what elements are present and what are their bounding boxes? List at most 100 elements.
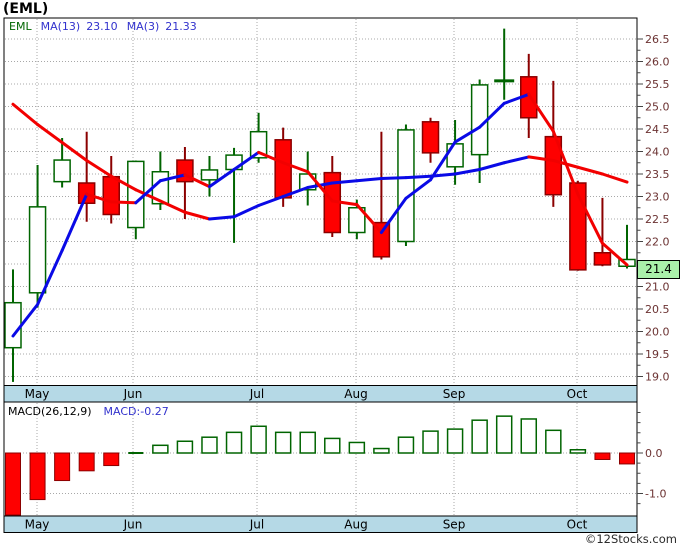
macd-bar-positive bbox=[569, 449, 587, 454]
ma3-line-segment bbox=[207, 168, 236, 189]
ma13-line-segment bbox=[478, 161, 506, 171]
macd-bar-positive bbox=[250, 425, 267, 454]
ma3-line-segment bbox=[429, 140, 457, 182]
ma13-line-segment bbox=[257, 195, 285, 207]
ma13-line-segment bbox=[404, 174, 433, 180]
candle-body bbox=[421, 121, 440, 154]
price-axis-label: 23.0 bbox=[645, 191, 670, 204]
ma3-line-segment bbox=[404, 178, 433, 200]
ma3-line-segment bbox=[257, 150, 285, 165]
macd-bar-positive bbox=[545, 429, 562, 454]
month-axis-band bbox=[3, 515, 638, 533]
macd-bar-positive bbox=[348, 441, 366, 454]
chart-legend: EML MA(13) 23.10 MA(3) 21.33 bbox=[9, 20, 206, 33]
ma13-line-segment bbox=[502, 155, 531, 165]
ma13-line-segment bbox=[36, 123, 64, 144]
candle-body bbox=[446, 143, 464, 168]
ma3-line-segment bbox=[330, 199, 359, 207]
ma3-line-segment bbox=[551, 129, 580, 196]
price-axis-label: 20.5 bbox=[645, 303, 670, 316]
macd-bar-positive bbox=[471, 419, 488, 454]
macd-bar-positive bbox=[373, 447, 390, 454]
candle-body bbox=[102, 175, 120, 216]
ma13-line-segment bbox=[281, 186, 310, 198]
ma3-line-segment bbox=[158, 173, 187, 183]
ma3-line-segment bbox=[379, 196, 408, 234]
macd-bar-positive bbox=[152, 444, 169, 454]
ma13-line-segment bbox=[85, 159, 113, 178]
price-axis-label: 19.5 bbox=[645, 348, 670, 361]
month-label: Jun bbox=[123, 387, 143, 401]
macd-bar-negative bbox=[5, 452, 21, 516]
ma13-line-segment bbox=[183, 210, 211, 221]
macd-bar-positive bbox=[225, 431, 243, 454]
ma13-line-segment bbox=[134, 188, 162, 203]
month-label: Jul bbox=[249, 517, 264, 531]
ma13-line-segment bbox=[60, 141, 89, 162]
candle-body bbox=[200, 169, 219, 181]
ma13-line-segment bbox=[379, 176, 408, 180]
price-axis-label: 24.5 bbox=[645, 123, 670, 136]
ma13-line-segment bbox=[158, 199, 187, 214]
macd-bar-negative bbox=[29, 452, 46, 501]
price-axis-label: 24.0 bbox=[645, 146, 670, 159]
price-axis-label: 21.0 bbox=[645, 281, 670, 294]
candle-body bbox=[53, 159, 71, 183]
macd-axis-label: -1.0 bbox=[645, 488, 666, 501]
month-label: Sep bbox=[443, 517, 466, 531]
candle-body bbox=[544, 135, 563, 196]
ma13-line-segment bbox=[232, 204, 261, 219]
month-label: Oct bbox=[567, 387, 588, 401]
ma3-line-segment bbox=[576, 192, 604, 245]
ma13-line-segment bbox=[576, 165, 604, 176]
legend-ma3-label: MA(3) bbox=[126, 20, 160, 33]
macd-bar-negative bbox=[619, 452, 635, 465]
ma13-line-segment bbox=[527, 155, 555, 162]
macd-panel-border bbox=[3, 401, 638, 517]
macd-bar-negative bbox=[78, 452, 95, 472]
ma3-line-segment bbox=[527, 92, 555, 133]
ma13-line-segment bbox=[109, 174, 138, 192]
macd-bar-positive bbox=[495, 415, 513, 454]
price-axis-label: 19.0 bbox=[645, 371, 670, 384]
candle-body bbox=[274, 139, 292, 199]
ma3-line-segment bbox=[453, 125, 482, 144]
ma13-line-segment bbox=[11, 102, 40, 126]
candle-body bbox=[249, 130, 268, 159]
macd-params-label: MACD(26,12,9) bbox=[8, 405, 92, 418]
candle-body bbox=[397, 129, 415, 243]
candle-body bbox=[372, 221, 391, 258]
ma3-line-segment bbox=[232, 150, 261, 171]
macd-bar-positive bbox=[520, 418, 538, 454]
candle-body bbox=[348, 207, 366, 234]
legend-ma13-label: MA(13) bbox=[40, 20, 81, 33]
legend-ma3-value: 21.33 bbox=[165, 20, 197, 33]
ma3-line-segment bbox=[600, 241, 629, 267]
candle-body bbox=[4, 301, 22, 349]
ma3-line-segment bbox=[60, 192, 89, 252]
ma3-line-segment bbox=[85, 192, 113, 204]
price-panel-border bbox=[3, 17, 638, 386]
ma13-line-segment bbox=[207, 215, 236, 221]
price-axis-label: 25.0 bbox=[645, 101, 670, 114]
price-axis-label: 25.5 bbox=[645, 78, 670, 91]
watermark-12stocks: ©12Stocks.com bbox=[584, 532, 677, 546]
ma3-line-segment bbox=[478, 101, 506, 129]
macd-bar-negative bbox=[54, 452, 71, 482]
macd-header: MACD(26,12,9) MACD:-0.27 bbox=[8, 405, 181, 418]
macd-axis-label: 0.0 bbox=[645, 447, 663, 460]
ma13-line-segment bbox=[355, 177, 383, 183]
ma13-line-segment bbox=[600, 172, 629, 184]
ma13-line-segment bbox=[453, 168, 482, 176]
price-axis-label: 26.0 bbox=[645, 56, 670, 69]
ma3-line-segment bbox=[355, 203, 383, 234]
legend-ma13-value: 23.10 bbox=[86, 20, 118, 33]
macd-bar-negative bbox=[103, 452, 120, 467]
macd-bar-negative bbox=[594, 452, 611, 460]
month-label: Jun bbox=[123, 517, 143, 531]
month-label: May bbox=[25, 517, 50, 531]
macd-bar-positive bbox=[274, 431, 292, 454]
month-label: Aug bbox=[344, 387, 367, 401]
legend-symbol: EML bbox=[9, 20, 32, 33]
